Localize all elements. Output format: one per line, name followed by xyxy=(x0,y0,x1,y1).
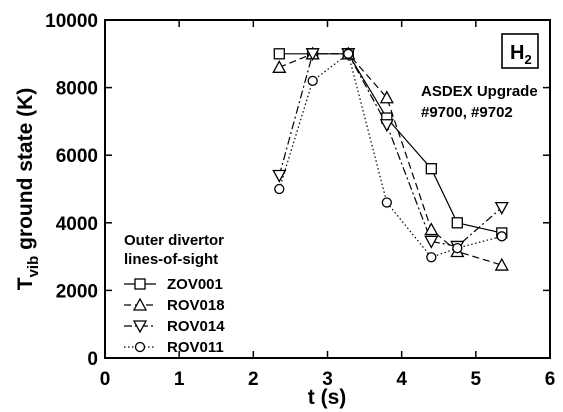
axis-ticks: 0 1 2 3 4 5 6 0 2000 4000 6000 8000 10000 xyxy=(45,11,555,390)
legend-label-rov014: ROV014 xyxy=(167,318,225,335)
y-tick-label-3: 6000 xyxy=(56,146,98,167)
legend: Outer divertor lines-of-sight ZOV001 ROV0… xyxy=(124,232,225,356)
y-axis-label-rest: ground state (K) xyxy=(14,88,37,256)
x-tick-label-3: 3 xyxy=(322,369,333,390)
point-rov018-6 xyxy=(494,257,509,271)
point-rov018-0 xyxy=(272,59,287,73)
x-axis-label: t (s) xyxy=(308,386,347,409)
y-tick-label-5: 10000 xyxy=(45,11,98,32)
legend-title-line2: lines-of-sight xyxy=(124,251,218,268)
point-rov011-6 xyxy=(496,231,507,242)
annotation-line1: ASDEX Upgrade xyxy=(421,83,538,100)
legend-marker-zov001 xyxy=(134,278,146,290)
x-tick-label-2: 2 xyxy=(248,369,259,390)
point-rov014-6 xyxy=(494,201,509,215)
species-label: H2 xyxy=(510,42,532,67)
point-rov018-4 xyxy=(424,222,439,236)
point-rov011-1 xyxy=(307,75,318,86)
annotation-line2: #9700, #9702 xyxy=(421,104,513,121)
point-zov001-0 xyxy=(273,48,285,60)
point-rov014-0 xyxy=(272,169,287,183)
x-tick-label-6: 6 xyxy=(545,369,556,390)
y-axis-label-sub: vib xyxy=(25,256,42,278)
legend-marker-rov018 xyxy=(132,297,148,311)
point-rov011-3 xyxy=(381,197,392,208)
point-rov014-3 xyxy=(379,119,394,133)
point-rov014-4 xyxy=(424,235,439,249)
species-label-main: H xyxy=(510,42,524,64)
legend-marker-rov014 xyxy=(132,320,148,334)
y-tick-label-2: 4000 xyxy=(56,214,98,235)
species-box xyxy=(501,33,539,69)
point-zov001-5 xyxy=(451,217,463,229)
legend-title-line1: Outer divertor xyxy=(124,232,224,249)
legend-label-rov011: ROV011 xyxy=(167,339,224,356)
species-label-sub: 2 xyxy=(524,52,531,67)
point-rov011-4 xyxy=(426,252,437,263)
y-tick-label-1: 2000 xyxy=(56,281,98,302)
point-rov018-3 xyxy=(379,90,394,104)
point-rov011-0 xyxy=(274,183,285,195)
point-rov014-1 xyxy=(305,48,320,62)
legend-label-rov018: ROV018 xyxy=(167,297,225,314)
x-tick-label-0: 0 xyxy=(100,369,111,390)
point-rov011-5 xyxy=(452,242,463,254)
legend-label-zov001: ZOV001 xyxy=(167,276,223,293)
x-tick-label-4: 4 xyxy=(396,369,407,390)
point-rov011-2 xyxy=(343,48,354,59)
x-tick-label-5: 5 xyxy=(471,369,482,390)
legend-marker-rov011 xyxy=(134,341,146,353)
y-tick-label-0: 0 xyxy=(87,349,98,370)
y-axis-label: Tvib ground state (K) xyxy=(14,88,42,291)
point-zov001-4 xyxy=(425,163,437,175)
series-markers xyxy=(272,46,509,271)
y-tick-label-4: 8000 xyxy=(56,79,98,100)
y-axis-label-main: T xyxy=(14,277,37,290)
x-tick-label-1: 1 xyxy=(174,369,185,390)
